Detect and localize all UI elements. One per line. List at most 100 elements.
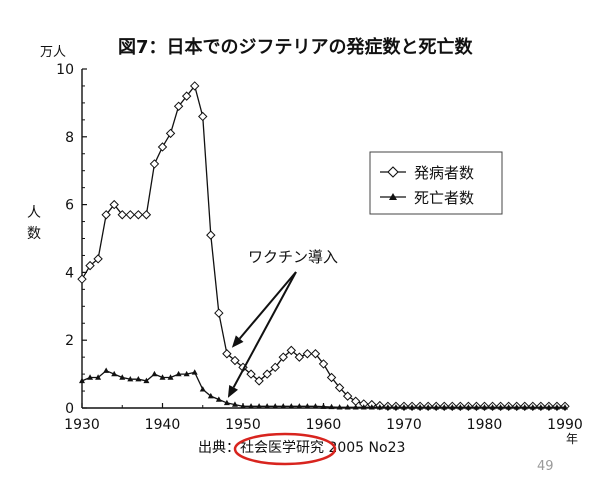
- deaths-point: [545, 404, 552, 410]
- y-tick-label: 2: [65, 333, 74, 349]
- deaths-point: [87, 374, 94, 380]
- y-tick-label: 0: [65, 401, 74, 417]
- deaths-point: [409, 404, 416, 410]
- incidence-point: [181, 91, 192, 101]
- y-axis-label-char-2: 数: [27, 226, 41, 242]
- deaths-point: [240, 403, 246, 409]
- chart-title: 図7：日本でのジフテリアの発症数と死亡数: [118, 36, 474, 58]
- deaths-point: [207, 392, 214, 399]
- deaths-point: [562, 404, 568, 410]
- incidence-point: [198, 111, 208, 122]
- deaths-point: [103, 367, 110, 373]
- incidence-point: [157, 142, 168, 152]
- incidence-point: [125, 210, 136, 220]
- arrowhead-incidence: [231, 335, 244, 348]
- incidence-point: [230, 355, 240, 366]
- deaths-point: [497, 404, 504, 410]
- deaths-point: [191, 369, 198, 375]
- x-tick-label: 1940: [145, 417, 181, 433]
- arrowhead-deaths: [227, 384, 239, 398]
- deaths-point: [376, 404, 383, 410]
- deaths-point: [223, 399, 230, 406]
- incidence-point: [302, 349, 313, 359]
- legend-marker-triangle: [389, 193, 397, 200]
- deaths-point: [135, 375, 142, 382]
- deaths-point: [199, 386, 206, 392]
- deaths-point: [441, 404, 448, 410]
- incidence-point: [214, 308, 224, 318]
- legend-box: [369, 151, 503, 215]
- incidence-point: [310, 349, 321, 359]
- incidence-point: [222, 349, 232, 359]
- deaths-point: [433, 404, 440, 410]
- deaths-point: [344, 404, 351, 410]
- deaths-point: [505, 404, 512, 410]
- deaths-point: [537, 404, 544, 410]
- deaths-point: [465, 404, 472, 410]
- deaths-point: [127, 375, 134, 382]
- deaths-point: [473, 404, 480, 410]
- incidence-point: [342, 391, 353, 401]
- deaths-point: [119, 374, 126, 380]
- x-tick-label: 1970: [386, 417, 422, 433]
- incidence-point: [206, 230, 216, 240]
- deaths-point: [143, 377, 150, 384]
- incidence-point: [173, 101, 184, 111]
- incidence-point: [350, 396, 361, 406]
- annotation-arrow-deaths: [232, 271, 297, 388]
- incidence-point: [270, 362, 280, 373]
- incidence-point: [141, 210, 152, 220]
- y-tick-label: 8: [65, 130, 74, 146]
- deaths-point: [425, 404, 432, 410]
- deaths-point: [183, 370, 190, 377]
- deaths-point: [384, 404, 391, 410]
- incidence-point: [165, 128, 176, 139]
- x-tick-label: 1930: [64, 417, 100, 433]
- deaths-point: [553, 404, 560, 410]
- deaths-point: [231, 401, 238, 407]
- deaths-point: [392, 404, 399, 410]
- x-tick-label: 1990: [547, 417, 583, 433]
- x-tick-label: 1980: [467, 417, 503, 433]
- deaths-point: [401, 404, 407, 410]
- deaths-point: [215, 396, 222, 402]
- incidence-point: [101, 210, 111, 220]
- y-axis-ticks: 0 2 4 6 8 10: [56, 62, 87, 417]
- incidence-point: [117, 210, 127, 220]
- deaths-point: [352, 404, 359, 410]
- legend: 発病者数 死亡者数: [369, 151, 503, 215]
- deaths-point: [280, 403, 287, 409]
- deaths-point: [248, 403, 255, 409]
- incidence-point: [189, 81, 200, 91]
- x-tick-label: 1950: [225, 417, 261, 433]
- x-axis-ticks: 1930 1940 1950 1960 1970 1980 1990: [64, 403, 583, 433]
- legend-marker-diamond: [387, 166, 399, 178]
- page-number: 49: [537, 459, 554, 474]
- deaths-point: [457, 404, 464, 410]
- highlight-circle: [233, 432, 337, 466]
- deaths-point: [368, 404, 375, 410]
- deaths-point: [529, 404, 536, 410]
- deaths-point: [95, 374, 102, 380]
- incidence-point: [109, 199, 119, 210]
- deaths-point: [328, 403, 335, 410]
- deaths-point: [175, 370, 182, 377]
- incidence-point: [294, 352, 305, 362]
- deaths-point: [513, 404, 520, 410]
- incidence-line: [81, 84, 565, 407]
- deaths-point: [481, 404, 488, 410]
- incidence-point: [149, 159, 160, 169]
- annotation-arrow-incidence: [238, 271, 297, 340]
- incidence-point: [318, 359, 329, 369]
- deaths-point: [360, 404, 367, 410]
- deaths-point: [151, 370, 158, 377]
- source-caption: 出典：社会医学研究 2005 No23: [198, 440, 405, 456]
- incidence-point: [77, 274, 87, 284]
- legend-label-deaths: 死亡者数: [414, 189, 474, 207]
- incidence-point: [133, 210, 144, 220]
- incidence-point: [254, 376, 264, 386]
- deaths-point: [521, 404, 528, 410]
- deaths-point: [288, 403, 295, 409]
- deaths-point: [111, 370, 118, 377]
